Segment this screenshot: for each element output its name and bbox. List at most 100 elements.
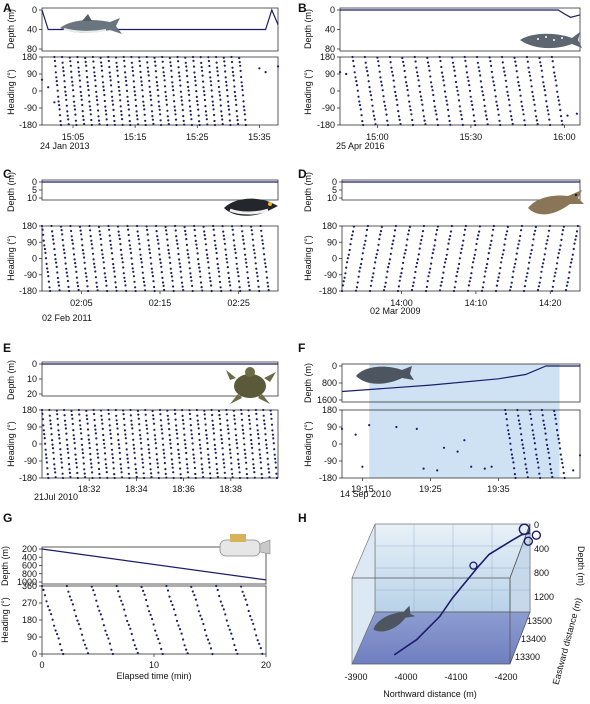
heading-point	[92, 408, 95, 412]
heading-point	[402, 60, 405, 64]
date-label-a: 24 Jan 2013	[40, 141, 90, 151]
heading-point	[232, 239, 235, 242]
heading-point	[227, 432, 230, 435]
heading-point	[183, 225, 186, 229]
heading-point	[186, 467, 189, 470]
heading-point	[566, 114, 569, 117]
sea-lion-icon	[528, 190, 584, 215]
heading-point	[203, 98, 206, 102]
heading-point	[159, 413, 162, 416]
heading-point	[454, 280, 457, 283]
heading-point	[172, 89, 175, 92]
heading-point	[241, 235, 244, 238]
heading-point	[506, 424, 509, 427]
heading-point	[567, 276, 570, 280]
heading-point	[41, 228, 44, 231]
heading-point	[130, 61, 133, 64]
heading-point	[471, 108, 475, 111]
heading-point	[234, 422, 237, 425]
heading-point	[86, 76, 89, 79]
heading-point	[544, 94, 547, 97]
heading-point	[66, 275, 69, 278]
heading-point	[249, 427, 252, 430]
heading-point	[187, 85, 190, 88]
heading-point	[228, 443, 231, 446]
heading-point	[247, 414, 250, 417]
heading-point	[449, 230, 453, 233]
heading-point	[442, 79, 445, 82]
heading-point	[265, 270, 268, 273]
heading-point	[421, 230, 425, 233]
heading-point	[139, 437, 142, 440]
heading-point	[194, 84, 197, 87]
heading-point	[186, 81, 189, 84]
heading-point	[172, 608, 176, 611]
heading-point	[157, 471, 160, 474]
heading-point	[99, 409, 103, 412]
heading-point	[166, 238, 169, 241]
heading-point	[521, 108, 525, 111]
heading-point	[102, 89, 105, 92]
heading-point	[575, 235, 578, 238]
heading-point	[438, 289, 442, 292]
heading-point	[143, 593, 146, 596]
heading-point	[168, 56, 171, 60]
heading-tick-label: 90	[327, 422, 337, 432]
heading-point	[175, 424, 178, 427]
heading-point	[356, 89, 359, 92]
heading-point	[411, 123, 414, 127]
heading-point	[495, 100, 498, 103]
heading-point	[483, 104, 486, 107]
heading-point	[80, 98, 83, 101]
heading-point	[470, 100, 473, 103]
heading-point	[157, 637, 160, 641]
heading-point	[391, 70, 394, 73]
heading-point	[140, 585, 143, 589]
heading-point	[88, 105, 91, 108]
heading-point	[565, 284, 569, 287]
heading-point	[520, 224, 524, 228]
heading-point	[80, 238, 83, 241]
heading-point	[179, 84, 182, 87]
heading-point	[60, 461, 63, 464]
heading-point	[167, 418, 170, 421]
heading-point	[68, 289, 71, 293]
heading-point	[193, 75, 196, 79]
heading-point	[122, 272, 125, 275]
heading-point	[366, 224, 369, 228]
heading-point	[162, 448, 165, 451]
heading-point	[547, 235, 550, 238]
heading-point	[85, 414, 88, 417]
heading-point	[345, 266, 348, 269]
heading-point	[99, 237, 102, 241]
heading-point	[71, 80, 74, 83]
heading-point	[188, 99, 191, 102]
heading-point	[113, 270, 116, 273]
heading-point	[89, 108, 92, 112]
heading-point	[47, 476, 50, 480]
heading-point	[399, 275, 402, 278]
heading-point	[541, 414, 544, 417]
heading-point	[130, 419, 133, 422]
heading-point	[558, 103, 561, 106]
heading-point	[143, 108, 146, 111]
heading-point	[213, 234, 216, 237]
heading-point	[239, 64, 242, 67]
heading-point	[195, 243, 198, 246]
heading-point	[493, 84, 496, 87]
eastward-axis-label: Eastward distance (m)	[551, 597, 584, 686]
heading-point	[145, 598, 148, 602]
heading-point	[90, 123, 93, 127]
heading-point	[566, 281, 569, 284]
heading-point	[47, 280, 51, 283]
heading-point	[368, 424, 371, 427]
heading-point	[108, 71, 111, 74]
heading-point	[169, 61, 172, 64]
heading-point	[173, 408, 176, 412]
heading-point	[210, 408, 213, 412]
heading-point	[528, 74, 532, 77]
heading-point	[560, 119, 563, 122]
heading-point	[383, 104, 387, 107]
heading-point	[74, 262, 77, 265]
